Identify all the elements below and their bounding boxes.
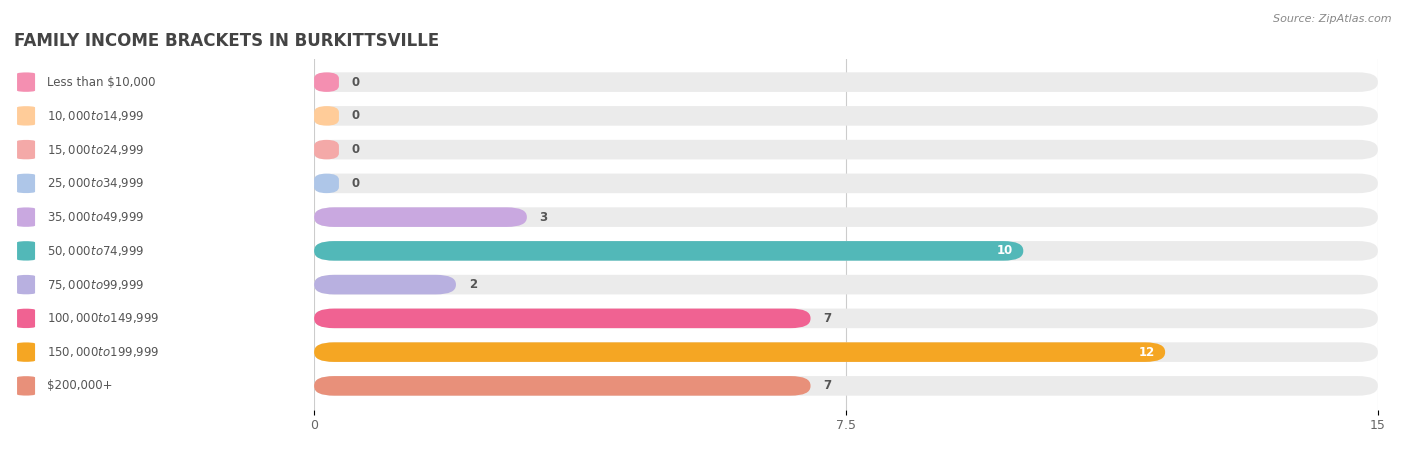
FancyBboxPatch shape [314, 174, 339, 193]
FancyBboxPatch shape [314, 309, 1378, 328]
FancyBboxPatch shape [314, 140, 339, 159]
FancyBboxPatch shape [314, 72, 1378, 92]
FancyBboxPatch shape [17, 207, 35, 227]
Text: 12: 12 [1139, 346, 1154, 359]
Text: 7: 7 [824, 379, 831, 392]
FancyBboxPatch shape [17, 342, 35, 362]
Text: Less than $10,000: Less than $10,000 [46, 76, 156, 89]
Text: 0: 0 [352, 109, 360, 122]
FancyBboxPatch shape [314, 376, 1378, 396]
FancyBboxPatch shape [314, 106, 339, 126]
FancyBboxPatch shape [17, 140, 35, 159]
FancyBboxPatch shape [314, 106, 1378, 126]
Text: FAMILY INCOME BRACKETS IN BURKITTSVILLE: FAMILY INCOME BRACKETS IN BURKITTSVILLE [14, 32, 439, 50]
Text: $50,000 to $74,999: $50,000 to $74,999 [46, 244, 145, 258]
Text: 0: 0 [352, 143, 360, 156]
Text: 10: 10 [997, 244, 1012, 257]
FancyBboxPatch shape [17, 376, 35, 396]
FancyBboxPatch shape [17, 106, 35, 126]
FancyBboxPatch shape [314, 207, 527, 227]
Text: Source: ZipAtlas.com: Source: ZipAtlas.com [1274, 14, 1392, 23]
FancyBboxPatch shape [314, 342, 1166, 362]
Text: 0: 0 [352, 177, 360, 190]
FancyBboxPatch shape [314, 241, 1024, 261]
FancyBboxPatch shape [17, 309, 35, 328]
Text: $35,000 to $49,999: $35,000 to $49,999 [46, 210, 145, 224]
Text: $150,000 to $199,999: $150,000 to $199,999 [46, 345, 159, 359]
FancyBboxPatch shape [314, 174, 1378, 193]
FancyBboxPatch shape [314, 140, 1378, 159]
Text: $25,000 to $34,999: $25,000 to $34,999 [46, 176, 145, 190]
FancyBboxPatch shape [314, 207, 1378, 227]
FancyBboxPatch shape [314, 376, 810, 396]
Text: 0: 0 [352, 76, 360, 89]
FancyBboxPatch shape [314, 342, 1378, 362]
FancyBboxPatch shape [17, 241, 35, 261]
FancyBboxPatch shape [314, 275, 1378, 294]
FancyBboxPatch shape [314, 309, 810, 328]
FancyBboxPatch shape [314, 241, 1378, 261]
Text: $75,000 to $99,999: $75,000 to $99,999 [46, 278, 145, 292]
Text: 2: 2 [468, 278, 477, 291]
Text: $10,000 to $14,999: $10,000 to $14,999 [46, 109, 145, 123]
FancyBboxPatch shape [17, 72, 35, 92]
Text: 7: 7 [824, 312, 831, 325]
Text: $15,000 to $24,999: $15,000 to $24,999 [46, 143, 145, 157]
FancyBboxPatch shape [17, 275, 35, 294]
FancyBboxPatch shape [314, 72, 339, 92]
FancyBboxPatch shape [314, 275, 456, 294]
Text: $200,000+: $200,000+ [46, 379, 112, 392]
FancyBboxPatch shape [17, 174, 35, 193]
Text: $100,000 to $149,999: $100,000 to $149,999 [46, 311, 159, 325]
Text: 3: 3 [540, 211, 548, 224]
